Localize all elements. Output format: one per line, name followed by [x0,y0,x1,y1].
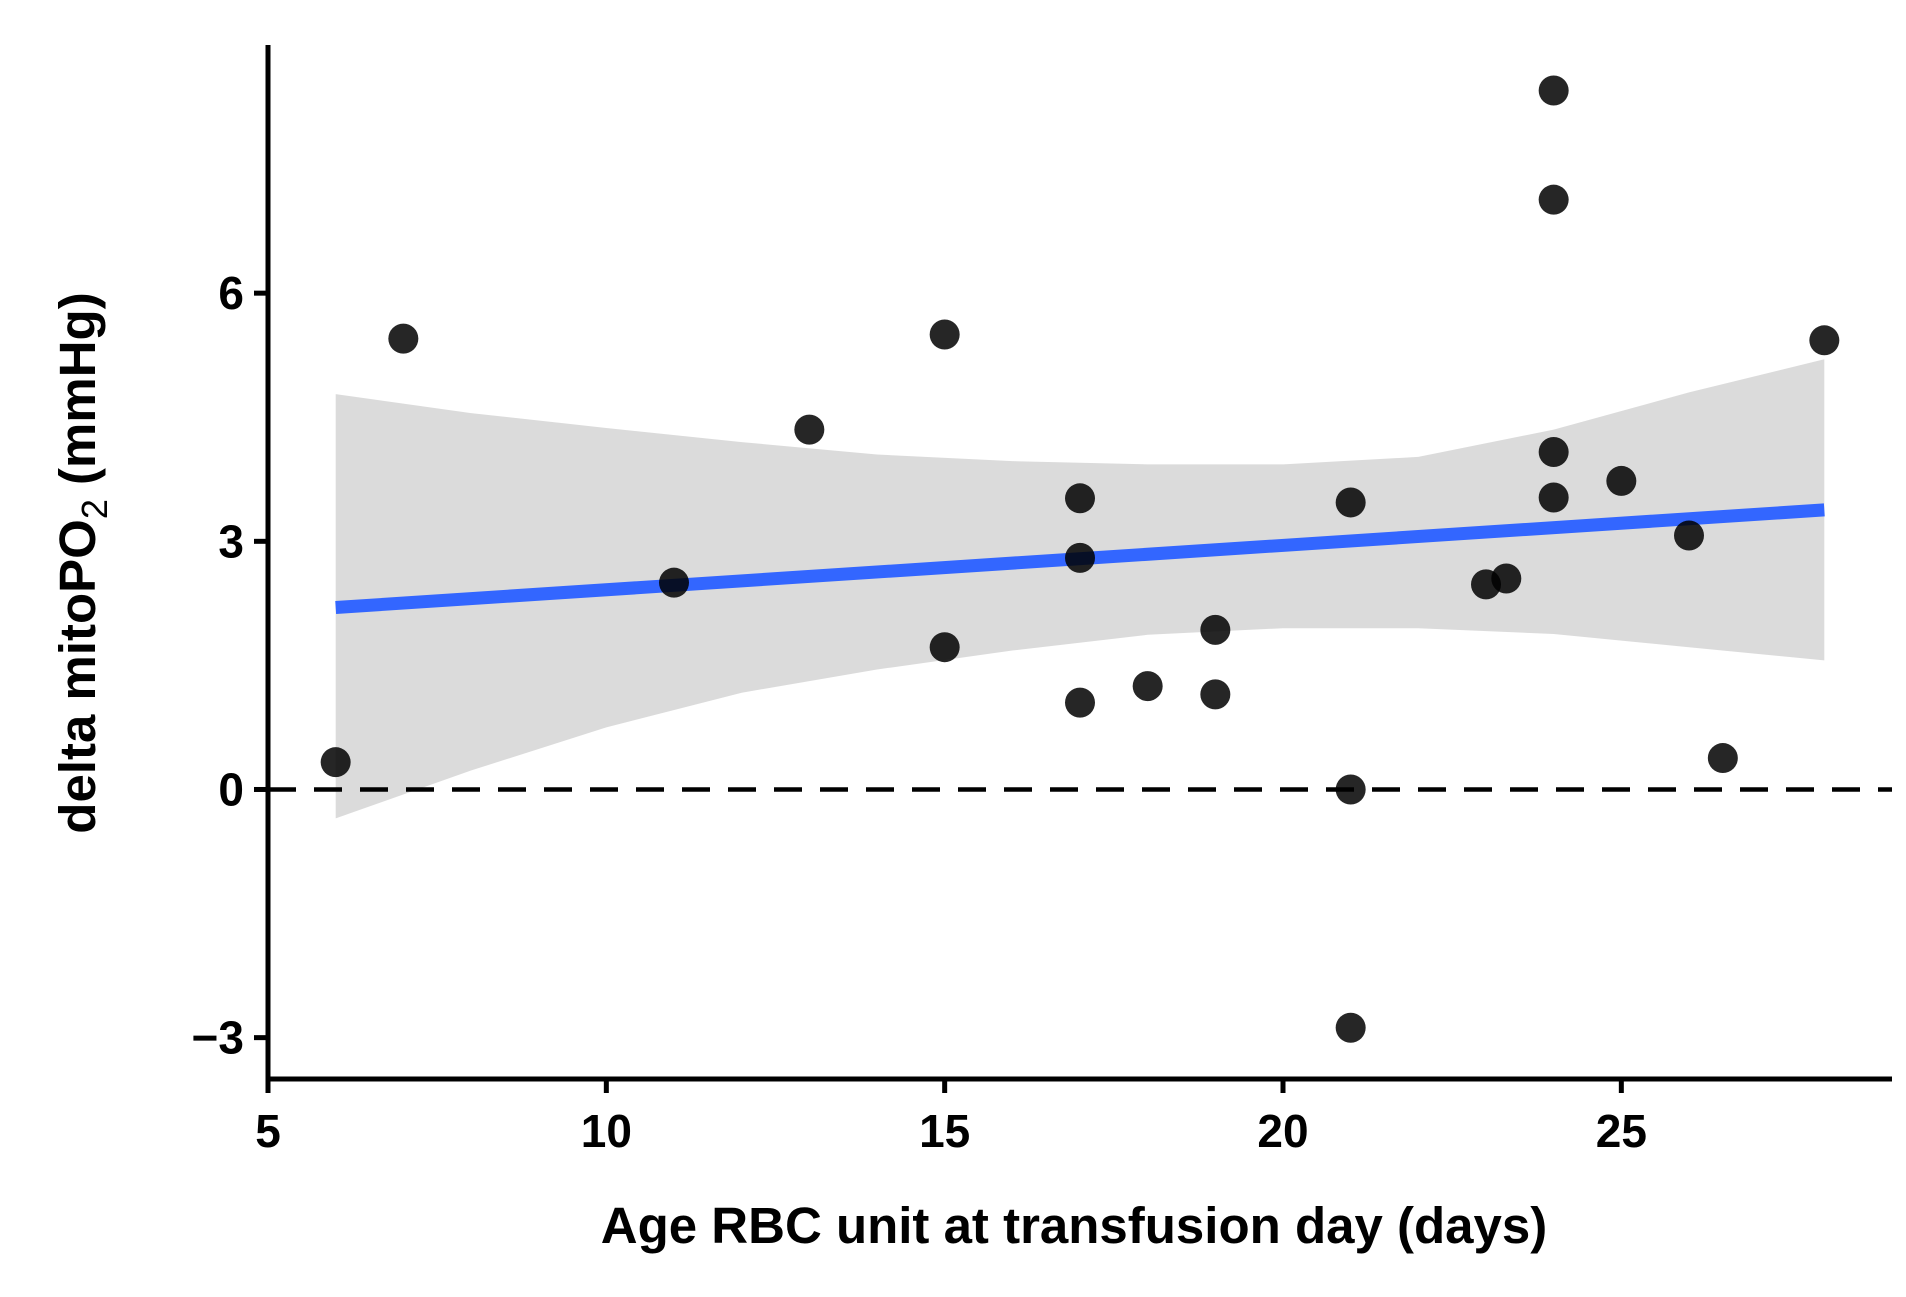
data-point-8 [1065,542,1095,573]
data-point-24 [1707,743,1738,774]
data-point-5 [929,319,960,350]
data-point-18 [1538,75,1569,106]
x-axis-ticks: 5 10 15 20 25 [255,1079,1647,1157]
y-axis-title-unit: (mmHg) [49,292,106,499]
y-tick-label: −3 [192,1012,244,1064]
y-tick-label: 3 [218,515,244,567]
data-point-4 [794,414,825,445]
data-point-19 [1538,184,1569,215]
data-point-22 [1606,465,1637,496]
data-point-1 [320,747,351,778]
data-point-13 [1335,487,1366,518]
data-point-25 [1809,325,1840,356]
data-point-12 [1200,679,1231,710]
x-tick-label: 10 [581,1105,632,1157]
data-point-2 [388,323,419,354]
data-point-6 [929,632,960,663]
y-tick-label: 6 [218,267,244,319]
data-point-14 [1335,774,1366,805]
data-point-7 [1065,483,1095,514]
data-point-9 [1065,687,1095,718]
y-axis-title-main: delta mitoPO [49,519,106,834]
x-tick-label: 15 [919,1105,970,1157]
data-point-3 [659,567,689,598]
data-point-10 [1132,671,1163,702]
x-tick-label: 20 [1257,1105,1308,1157]
x-tick-label: 5 [255,1105,281,1157]
data-point-21 [1538,482,1569,513]
y-axis-title: delta mitoPO2 (mmHg) [49,292,115,833]
data-point-15 [1335,1012,1366,1043]
y-axis-ticks: −3 0 3 6 [192,267,268,1064]
confidence-band [335,359,1825,819]
x-tick-label: 25 [1596,1105,1647,1157]
x-axis-title: Age RBC unit at transfusion day (days) [601,1197,1547,1254]
data-point-17 [1491,563,1522,594]
data-point-23 [1674,520,1704,551]
y-tick-label: 0 [218,763,244,815]
data-point-11 [1200,614,1231,645]
y-axis-title-subscript: 2 [74,499,115,519]
data-points [320,75,1840,1043]
data-point-20 [1538,436,1569,467]
